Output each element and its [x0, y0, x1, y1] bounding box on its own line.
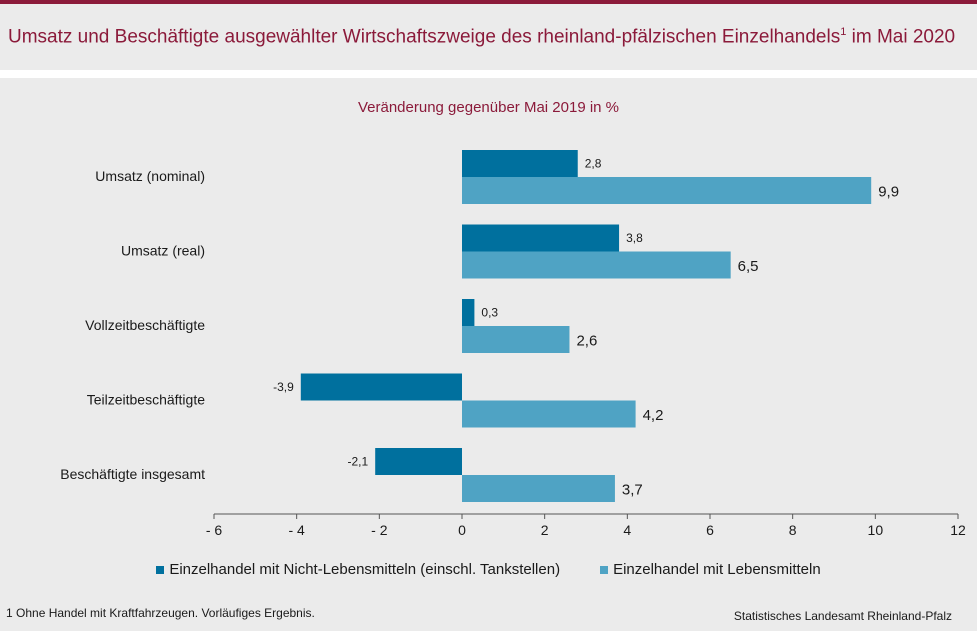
- data-label: 2,8: [585, 157, 602, 171]
- data-label: 2,6: [576, 333, 597, 350]
- x-tick-label: 0: [458, 522, 466, 538]
- x-tick-label: - 6: [206, 522, 223, 538]
- bar-series-1: [462, 299, 475, 326]
- data-label: -3,9: [273, 380, 294, 394]
- header: Umsatz und Beschäftigte ausgewählter Wir…: [0, 4, 977, 70]
- category-label: Teilzeitbeschäftigte: [87, 392, 206, 408]
- footnote: 1 Ohne Handel mit Kraftfahrzeugen. Vorlä…: [6, 606, 315, 620]
- legend-item-series-1: Einzelhandel mit Nicht-Lebensmitteln (ei…: [156, 561, 560, 578]
- x-tick-label: 10: [868, 522, 884, 538]
- x-tick-label: - 2: [371, 522, 388, 538]
- header-divider: [0, 70, 977, 78]
- legend-item-series-2: Einzelhandel mit Lebensmitteln: [600, 561, 821, 578]
- data-label: 6,5: [738, 258, 759, 275]
- category-label: Vollzeitbeschäftigte: [85, 317, 205, 333]
- source-note: Statistisches Landesamt Rheinland-Pfalz: [733, 609, 952, 623]
- data-label: -2,1: [348, 455, 369, 469]
- chart-subtitle: Veränderung gegenüber Mai 2019 in %: [357, 99, 620, 116]
- legend-label-series-2: Einzelhandel mit Lebensmitteln: [613, 561, 821, 578]
- x-tick-label: - 4: [288, 522, 305, 538]
- bar-series-1: [462, 224, 620, 252]
- legend-label-series-1: Einzelhandel mit Nicht-Lebensmitteln (ei…: [169, 561, 561, 578]
- bar-series-1: [462, 150, 578, 177]
- x-tick-label: 12: [950, 522, 966, 538]
- category-label: Umsatz (nominal): [95, 168, 205, 184]
- bar-series-2: [462, 400, 636, 428]
- x-tick-label: 4: [623, 522, 631, 538]
- data-label: 3,8: [626, 231, 643, 245]
- category-label: Umsatz (real): [121, 243, 205, 259]
- bar-series-2: [462, 475, 615, 502]
- page-title: Umsatz und Beschäftigte ausgewählter Wir…: [8, 26, 956, 48]
- top-rule: [0, 0, 977, 4]
- bar-series-2: [462, 177, 872, 204]
- x-tick-label: 8: [789, 522, 797, 538]
- category-label: Beschäftigte insgesamt: [60, 466, 205, 482]
- title-footnote-marker: 1: [840, 26, 847, 38]
- data-label: 0,3: [481, 306, 498, 320]
- data-label: 4,2: [643, 407, 664, 424]
- bar-series-1: [300, 373, 462, 401]
- chart-legend: Einzelhandel mit Nicht-Lebensmitteln (ei…: [0, 561, 977, 578]
- legend-swatch-series-2: [600, 565, 609, 574]
- data-label: 9,9: [878, 184, 899, 201]
- bar-series-2: [462, 326, 570, 353]
- x-tick-label: 2: [541, 522, 549, 538]
- bar-series-2: [462, 251, 731, 279]
- legend-swatch-series-1: [156, 565, 165, 574]
- bar-chart: Umsatz (nominal) 2,8 9,9 Umsatz (real) 3,8 6,…: [60, 150, 966, 538]
- x-tick-label: 6: [706, 522, 714, 538]
- bar-series-1: [375, 448, 462, 475]
- data-label: 3,7: [622, 482, 643, 499]
